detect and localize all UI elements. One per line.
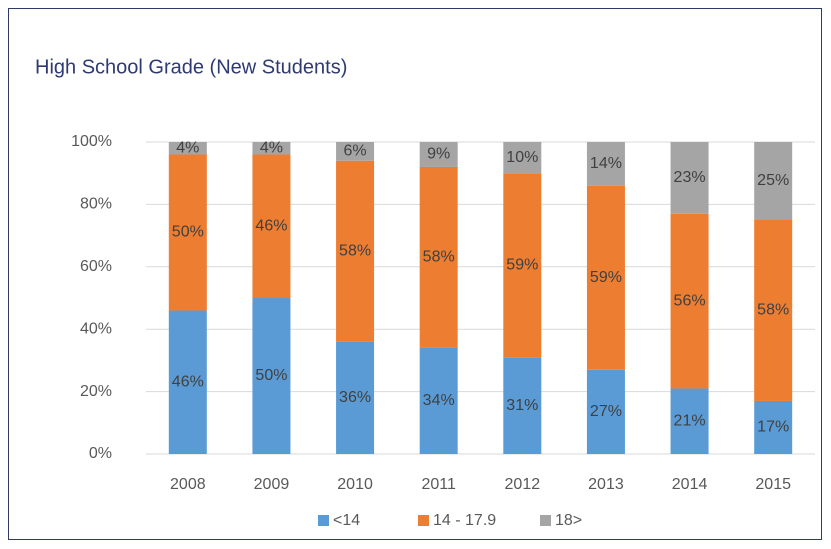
value-label: 46%	[172, 373, 204, 390]
bar-segment	[252, 298, 291, 454]
value-label: 58%	[423, 249, 455, 266]
bar-segment	[503, 173, 542, 358]
value-label: 23%	[674, 169, 706, 186]
chart-title: High School Grade (New Students)	[35, 56, 347, 78]
bar-segment	[586, 185, 625, 370]
value-label: 4%	[176, 139, 199, 156]
value-label: 25%	[757, 172, 789, 189]
value-label: 36%	[339, 389, 371, 406]
bar-segment	[670, 388, 709, 454]
bar-segment	[754, 220, 793, 401]
value-label: 59%	[506, 256, 538, 273]
x-tick-label: 2009	[254, 476, 290, 493]
x-tick-label: 2008	[170, 476, 206, 493]
bar-segment	[336, 142, 375, 161]
value-label: 50%	[255, 367, 287, 384]
value-label: 17%	[757, 419, 789, 436]
value-label: 56%	[674, 292, 706, 309]
legend-label: 18>	[555, 512, 582, 529]
bar-segment	[503, 357, 542, 454]
y-tick-label: 40%	[80, 320, 112, 337]
bar-segment	[754, 400, 793, 454]
bar-segment	[168, 154, 207, 311]
x-tick-label: 2013	[588, 476, 624, 493]
value-label: 6%	[344, 143, 367, 160]
value-label: 27%	[590, 403, 622, 420]
y-tick-label: 0%	[89, 445, 112, 462]
bar-segment	[670, 213, 709, 389]
legend-swatch	[540, 515, 551, 526]
y-tick-label: 60%	[80, 258, 112, 275]
bar-segment	[586, 142, 625, 186]
value-label: 10%	[506, 149, 538, 166]
legend-swatch	[318, 515, 329, 526]
x-tick-label: 2011	[421, 476, 456, 493]
x-tick-label: 2015	[755, 476, 791, 493]
bar-segment	[754, 142, 793, 220]
value-label: 59%	[590, 269, 622, 286]
x-tick-label: 2014	[672, 476, 708, 493]
value-label: 46%	[255, 217, 287, 234]
value-label: 31%	[506, 397, 538, 414]
bar-segment	[670, 142, 709, 214]
bar-segment	[336, 160, 375, 342]
bar-segment	[168, 310, 207, 454]
bar-segment	[419, 166, 458, 348]
value-label: 58%	[339, 242, 371, 259]
bar-segment	[586, 369, 625, 454]
bar-segment	[419, 142, 458, 167]
y-tick-label: 80%	[80, 196, 112, 213]
bar-segment	[503, 142, 542, 174]
x-tick-label: 2012	[505, 476, 541, 493]
bar-segment	[168, 142, 207, 155]
legend-swatch	[418, 515, 429, 526]
bar-segment	[336, 341, 375, 454]
y-tick-label: 100%	[71, 133, 112, 150]
bar-segment	[252, 154, 291, 298]
y-tick-label: 20%	[80, 383, 112, 400]
value-label: 50%	[172, 224, 204, 241]
legend-label: <14	[333, 512, 360, 529]
value-label: 34%	[423, 392, 455, 409]
bar-segment	[419, 347, 458, 454]
bar-segment	[252, 142, 291, 155]
x-tick-label: 2010	[337, 476, 373, 493]
value-label: 9%	[427, 146, 450, 163]
legend-label: 14 - 17.9	[433, 512, 496, 529]
value-label: 58%	[757, 302, 789, 319]
value-label: 14%	[590, 155, 622, 172]
value-label: 4%	[260, 139, 283, 156]
value-label: 21%	[674, 412, 706, 429]
